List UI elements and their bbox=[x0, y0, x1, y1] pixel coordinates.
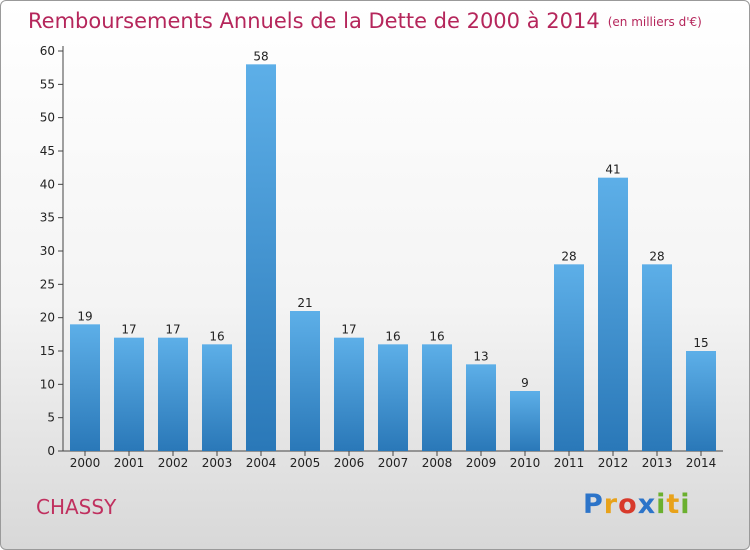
bar-value-label: 17 bbox=[121, 323, 136, 337]
brand-letter: x bbox=[637, 489, 657, 520]
x-tick-label: 2011 bbox=[554, 456, 585, 470]
y-tick-label: 55 bbox=[40, 77, 55, 91]
y-tick-label: 60 bbox=[40, 44, 55, 58]
bar-value-label: 15 bbox=[693, 336, 708, 350]
bar bbox=[114, 337, 144, 451]
brand-letter: o bbox=[618, 489, 638, 520]
y-tick-label: 20 bbox=[40, 311, 55, 325]
x-tick-label: 2003 bbox=[202, 456, 233, 470]
y-tick-label: 50 bbox=[40, 111, 55, 125]
bar-value-label: 19 bbox=[77, 309, 92, 323]
bar bbox=[642, 264, 672, 451]
chart-title-main: Remboursements Annuels de la Dette de 20… bbox=[28, 9, 600, 33]
bar-value-label: 13 bbox=[473, 349, 488, 363]
commune-name: CHASSY bbox=[36, 495, 117, 519]
y-tick-label: 30 bbox=[40, 244, 55, 258]
x-tick-label: 2000 bbox=[70, 456, 101, 470]
y-tick-label: 40 bbox=[40, 177, 55, 191]
bar-value-label: 41 bbox=[605, 163, 620, 177]
brand-letter: i bbox=[656, 489, 667, 520]
proxiti-logo: Proxiti bbox=[583, 489, 691, 520]
y-tick-label: 10 bbox=[40, 377, 55, 391]
x-tick-label: 2009 bbox=[466, 456, 497, 470]
bar bbox=[158, 337, 188, 451]
bar-value-label: 58 bbox=[253, 49, 268, 63]
bar-value-label: 17 bbox=[341, 323, 356, 337]
x-tick-label: 2014 bbox=[686, 456, 717, 470]
bar bbox=[202, 344, 232, 451]
bar-value-label: 9 bbox=[521, 376, 529, 390]
brand-letter: r bbox=[603, 489, 619, 520]
bar-value-label: 16 bbox=[209, 329, 224, 343]
bar-value-label: 17 bbox=[165, 323, 180, 337]
bar bbox=[70, 324, 100, 451]
bar bbox=[246, 64, 276, 452]
x-tick-label: 2002 bbox=[158, 456, 189, 470]
bar-value-label: 21 bbox=[297, 296, 312, 310]
brand-letter: P bbox=[583, 489, 604, 520]
bar bbox=[422, 344, 452, 451]
bar-value-label: 16 bbox=[429, 329, 444, 343]
bar bbox=[290, 311, 320, 451]
chart-title: Remboursements Annuels de la Dette de 20… bbox=[28, 9, 702, 33]
brand-letter: i bbox=[680, 489, 691, 520]
bar bbox=[466, 364, 496, 451]
bar-value-label: 28 bbox=[561, 249, 576, 263]
bar bbox=[334, 337, 364, 451]
x-tick-label: 2013 bbox=[642, 456, 673, 470]
y-tick-label: 35 bbox=[40, 211, 55, 225]
y-tick-label: 0 bbox=[47, 444, 55, 458]
y-tick-label: 45 bbox=[40, 144, 55, 158]
bar bbox=[378, 344, 408, 451]
bar bbox=[554, 264, 584, 451]
chart-title-unit: (en milliers d'€) bbox=[607, 15, 702, 29]
bar bbox=[686, 351, 716, 451]
x-tick-label: 2004 bbox=[246, 456, 277, 470]
y-tick-label: 5 bbox=[47, 411, 55, 425]
brand-letter: t bbox=[666, 489, 681, 520]
x-tick-label: 2001 bbox=[114, 456, 145, 470]
bar-value-label: 28 bbox=[649, 249, 664, 263]
bar bbox=[598, 177, 628, 451]
x-tick-label: 2005 bbox=[290, 456, 321, 470]
y-tick-label: 25 bbox=[40, 277, 55, 291]
x-tick-label: 2008 bbox=[422, 456, 453, 470]
x-tick-label: 2012 bbox=[598, 456, 629, 470]
bar bbox=[510, 391, 540, 451]
x-tick-label: 2010 bbox=[510, 456, 541, 470]
bar-value-label: 16 bbox=[385, 329, 400, 343]
x-tick-label: 2007 bbox=[378, 456, 409, 470]
y-tick-label: 15 bbox=[40, 344, 55, 358]
x-tick-label: 2006 bbox=[334, 456, 365, 470]
